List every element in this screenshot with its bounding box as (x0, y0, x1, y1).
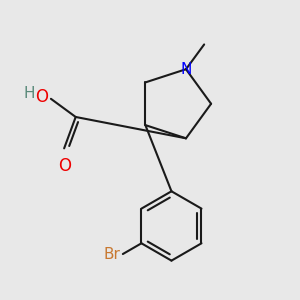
Text: Br: Br (103, 247, 120, 262)
Text: O: O (58, 157, 70, 175)
Text: N: N (180, 62, 192, 77)
Text: H: H (24, 86, 35, 101)
Text: O: O (35, 88, 48, 106)
